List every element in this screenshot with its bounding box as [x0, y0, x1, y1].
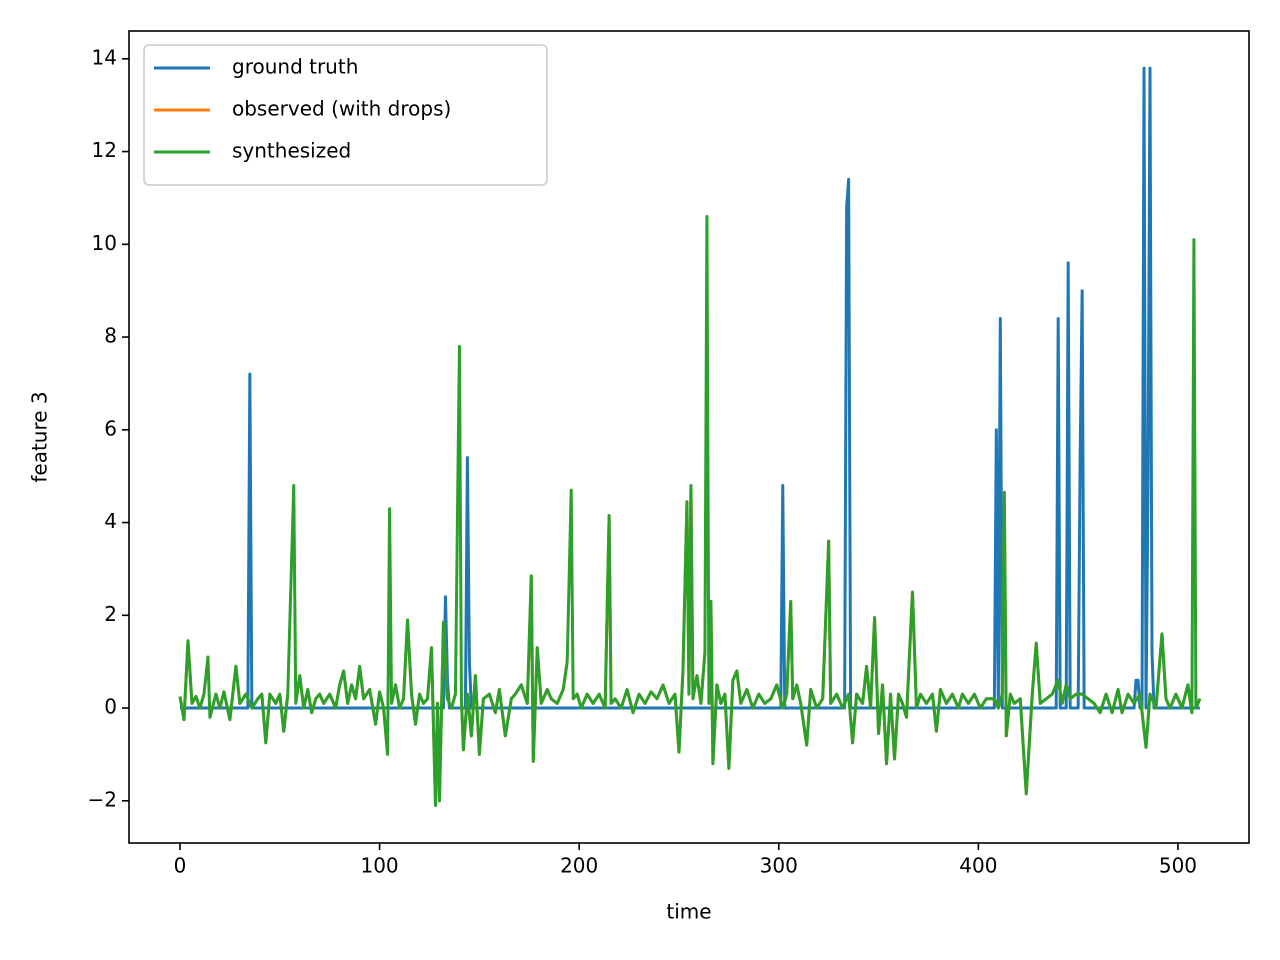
line-series	[178, 214, 1202, 807]
y-tick-label: 14	[92, 45, 117, 69]
x-tick-label: 100	[360, 854, 398, 878]
x-tick-label: 500	[1159, 854, 1197, 878]
legend-label: observed (with drops)	[232, 97, 451, 121]
y-tick-label: 2	[104, 602, 117, 626]
x-tick-label: 0	[174, 854, 187, 878]
x-tick-label: 200	[560, 854, 598, 878]
y-axis-label: feature 3	[28, 391, 52, 482]
x-tick-label: 400	[959, 854, 997, 878]
y-tick-label: 8	[104, 324, 117, 348]
y-tick-label: 12	[92, 138, 117, 162]
x-tick-label: 300	[760, 854, 798, 878]
legend-label: ground truth	[232, 55, 358, 79]
y-tick-label: 0	[104, 695, 117, 719]
legend-label: synthesized	[232, 139, 351, 163]
y-tick-label: 10	[92, 231, 117, 255]
y-tick-label: 6	[104, 416, 117, 440]
y-tick-label: −2	[88, 787, 117, 811]
legend-box	[143, 44, 548, 186]
plot-frame	[128, 30, 1250, 844]
x-axis-label: time	[666, 900, 711, 924]
y-tick-label: 4	[104, 509, 117, 533]
